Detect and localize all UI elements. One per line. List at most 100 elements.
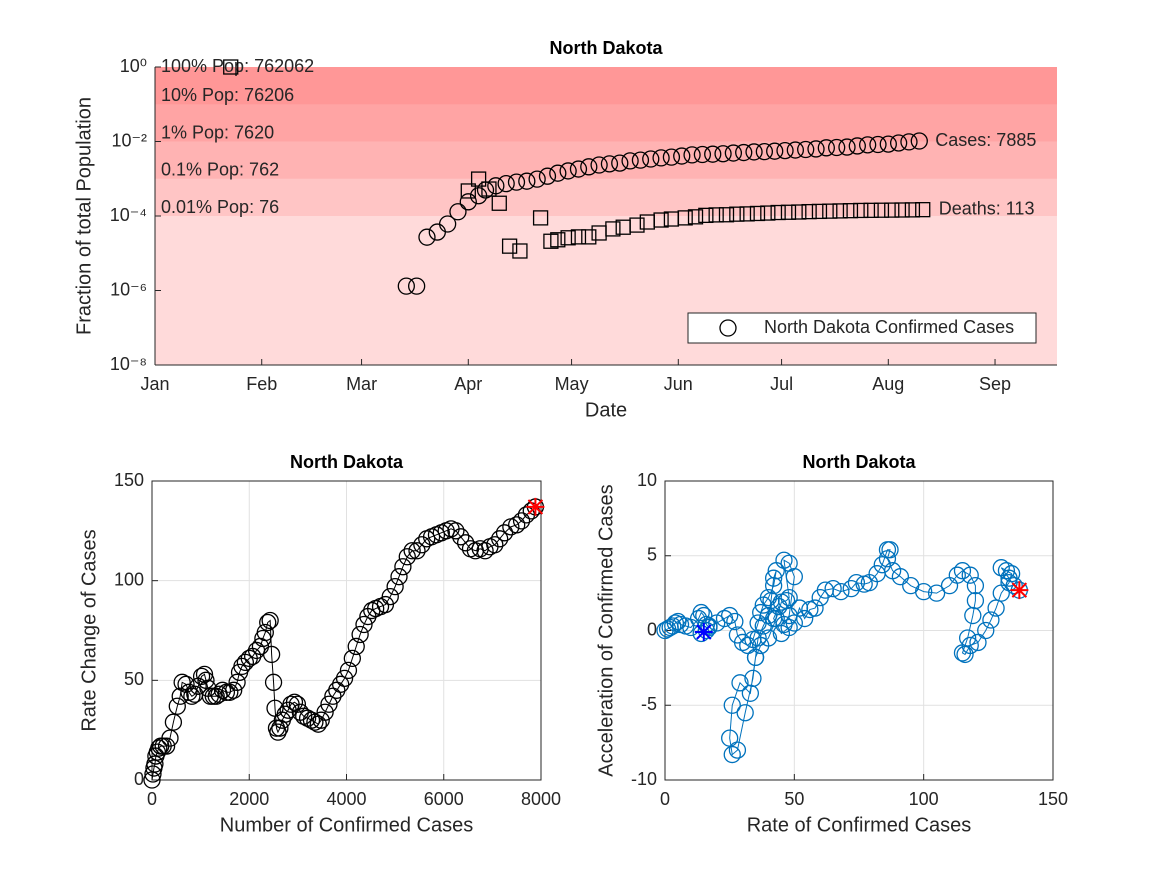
data-square (491, 195, 507, 211)
data-point (807, 140, 825, 158)
axes-box (151, 480, 542, 781)
data-point (403, 542, 421, 560)
data-point (759, 606, 778, 625)
data-point (948, 566, 966, 584)
data-point (889, 134, 908, 152)
data-point (900, 133, 918, 151)
data-square (550, 232, 566, 248)
data-point (997, 562, 1016, 580)
data-square (532, 210, 549, 226)
data-square (811, 203, 828, 220)
data-point (144, 765, 162, 783)
x-tick-label: 100 (909, 789, 939, 809)
data-point (847, 574, 866, 592)
data-point (213, 681, 232, 699)
x-tick-label: Sep (979, 374, 1011, 394)
chart-title: North Dakota (549, 38, 663, 58)
y-tick-label: 50 (124, 669, 144, 689)
data-point (217, 683, 236, 701)
data-point (766, 142, 784, 160)
data-square (863, 202, 879, 218)
data-point (964, 606, 982, 625)
data-point (320, 695, 338, 713)
data-point (459, 193, 477, 211)
data-point (559, 162, 577, 180)
data-point (759, 588, 778, 607)
data-point (828, 138, 846, 157)
x-tick-label: Mar (346, 374, 377, 394)
data-point (927, 584, 946, 602)
data-point (495, 524, 514, 542)
data-point (785, 614, 803, 632)
data-point (386, 577, 404, 596)
data-point (262, 645, 281, 664)
data-point (723, 745, 741, 764)
data-point (878, 550, 897, 568)
y-tick-label: 10⁻² (111, 130, 147, 150)
data-point (987, 599, 1005, 617)
population-band (155, 67, 1057, 105)
data-point (394, 558, 412, 576)
data-square (749, 205, 766, 222)
data-point (673, 147, 691, 165)
data-point (961, 566, 979, 584)
data-point (858, 136, 877, 154)
data-point (735, 143, 753, 162)
data-point (746, 648, 765, 667)
data-point (780, 618, 798, 637)
data-square (581, 229, 597, 245)
y-tick-label: -5 (641, 694, 657, 714)
x-axis-label: Rate of Confirmed Cases (747, 814, 972, 836)
data-point (269, 723, 287, 741)
data-point (197, 671, 215, 689)
data-point (611, 154, 629, 172)
data-point (335, 669, 354, 687)
data-point (285, 693, 304, 711)
highlight-star (526, 497, 545, 516)
series-end-label: Cases: 7885 (935, 130, 1036, 150)
data-point (621, 152, 639, 170)
data-point (580, 158, 598, 176)
data-point (351, 625, 369, 644)
data-point (797, 140, 815, 159)
data-point (528, 170, 546, 188)
data-point (879, 135, 897, 153)
chart-title: North Dakota (802, 452, 916, 472)
data-point (796, 609, 814, 628)
data-point (759, 629, 778, 647)
data-point (497, 174, 515, 193)
data-point (195, 665, 214, 684)
data-square (915, 202, 931, 218)
data-square (780, 204, 797, 220)
x-tick-label: Jun (664, 374, 693, 394)
data-point (714, 145, 732, 163)
x-tick-label: Apr (454, 374, 482, 394)
data-square (677, 210, 693, 226)
data-point (600, 155, 619, 173)
data-point (817, 139, 835, 157)
data-point (692, 603, 710, 622)
data-point (842, 579, 860, 598)
data-point (347, 637, 365, 656)
data-square (873, 202, 890, 218)
data-point (1002, 565, 1021, 583)
data-point (381, 587, 399, 606)
x-tick-label: Feb (246, 374, 277, 394)
data-point (491, 530, 509, 548)
data-point (1005, 577, 1023, 595)
data-point (449, 203, 467, 221)
data-point (700, 617, 718, 635)
data-square (708, 207, 724, 223)
y-tick-label: 5 (647, 545, 657, 565)
data-point (512, 512, 531, 530)
data-square (460, 183, 476, 199)
x-tick-label: 0 (660, 789, 670, 809)
chart: 0 50 100 150 0 2000 4000 6000 8000 North Dakota Nu… (78, 452, 561, 837)
data-point (408, 542, 426, 560)
data-point (171, 687, 189, 705)
data-point (631, 151, 650, 169)
data-square (791, 204, 807, 220)
data-point (966, 577, 985, 595)
